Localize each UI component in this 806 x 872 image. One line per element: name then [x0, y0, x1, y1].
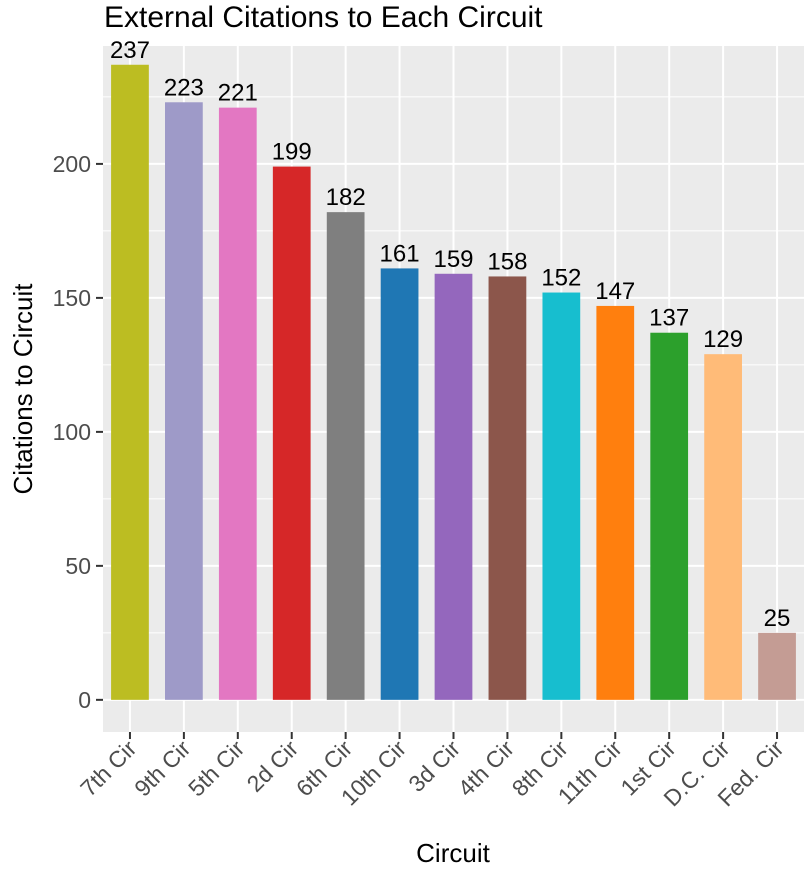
data-labels: 237 223 221 199 182 161 159 158 152 147 137 129 25 [110, 37, 790, 632]
bar [758, 632, 796, 700]
x-tick-label: 7th Cir [75, 735, 142, 802]
data-label: 237 [110, 37, 150, 64]
bar [218, 107, 257, 700]
y-tick-label: 200 [53, 151, 91, 177]
y-tick-label: 150 [53, 285, 91, 311]
bar [380, 268, 419, 700]
bar [165, 102, 203, 700]
x-tick-label: 4th Cir [453, 735, 520, 802]
x-tick-label: 9th Cir [129, 735, 196, 802]
bar [488, 276, 527, 700]
x-axis-title: Circuit [416, 838, 490, 868]
data-label: 129 [703, 326, 743, 353]
data-label: 182 [326, 184, 366, 211]
data-label: 147 [595, 278, 635, 305]
bar [542, 292, 581, 700]
data-label: 137 [649, 305, 689, 332]
data-label: 158 [487, 248, 527, 275]
data-label: 223 [164, 74, 204, 101]
data-label: 25 [764, 605, 791, 632]
chart-title: External Citations to Each Circuit [104, 1, 543, 34]
bar [326, 212, 365, 700]
data-label: 221 [218, 80, 258, 107]
bar [111, 64, 149, 700]
data-label: 161 [380, 240, 420, 267]
bars [111, 64, 796, 700]
y-axis: 0 50 100 150 200 [53, 151, 103, 713]
y-tick-label: 100 [53, 419, 91, 445]
y-tick-label: 0 [78, 687, 91, 713]
bar [650, 332, 689, 700]
data-label: 199 [272, 139, 312, 166]
bar [704, 354, 742, 700]
bar [596, 305, 635, 700]
data-label: 159 [433, 246, 473, 273]
y-axis-title: Citations to Circuit [8, 283, 38, 495]
x-tick-label: 5th Cir [183, 735, 250, 802]
bar [272, 166, 311, 700]
y-tick-label: 50 [65, 553, 91, 579]
bar [434, 273, 473, 700]
data-label: 152 [541, 265, 581, 292]
